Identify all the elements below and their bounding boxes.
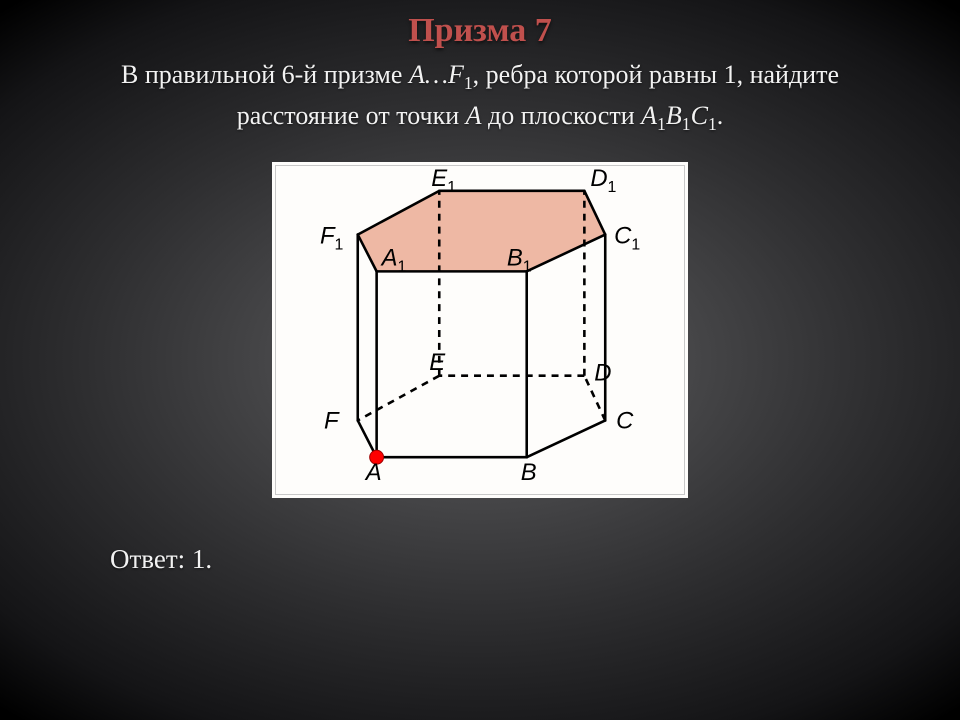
plane-C: C: [691, 101, 708, 130]
svg-text:C1: C1: [614, 223, 640, 254]
svg-text:D1: D1: [590, 166, 616, 196]
svg-text:C: C: [616, 407, 634, 434]
svg-text:D: D: [594, 360, 611, 387]
problem-text: В правильной 6-й призме: [121, 60, 409, 89]
point-A: A: [466, 101, 482, 130]
problem-text: .: [717, 101, 724, 130]
svg-text:B: B: [521, 459, 537, 486]
plane-A-sub: 1: [657, 114, 666, 134]
answer-text: Ответ: 1.: [110, 544, 212, 575]
svg-text:A: A: [364, 459, 382, 486]
svg-text:E1: E1: [431, 166, 456, 196]
prism-sub: 1: [464, 73, 473, 93]
plane-B: B: [666, 101, 682, 130]
problem-text: расстояние от точки: [237, 101, 466, 130]
prism-svg: ABCDEFA1B1C1D1E1F1: [276, 166, 684, 494]
problem-text: до плоскости: [482, 101, 642, 130]
plane-C-sub: 1: [708, 114, 717, 134]
prism-figure: ABCDEFA1B1C1D1E1F1: [275, 165, 685, 495]
plane-B-sub: 1: [682, 114, 691, 134]
svg-text:F1: F1: [320, 223, 344, 254]
svg-text:E: E: [429, 349, 446, 376]
problem-text: , ребра которой равны 1, найдите: [473, 60, 839, 89]
prism-name: A…F: [409, 60, 464, 89]
slide-title: Призма 7: [0, 0, 960, 50]
problem-statement: В правильной 6-й призме A…F1, ребра кото…: [0, 50, 960, 138]
plane-A: A: [641, 101, 657, 130]
svg-text:F: F: [324, 407, 340, 434]
